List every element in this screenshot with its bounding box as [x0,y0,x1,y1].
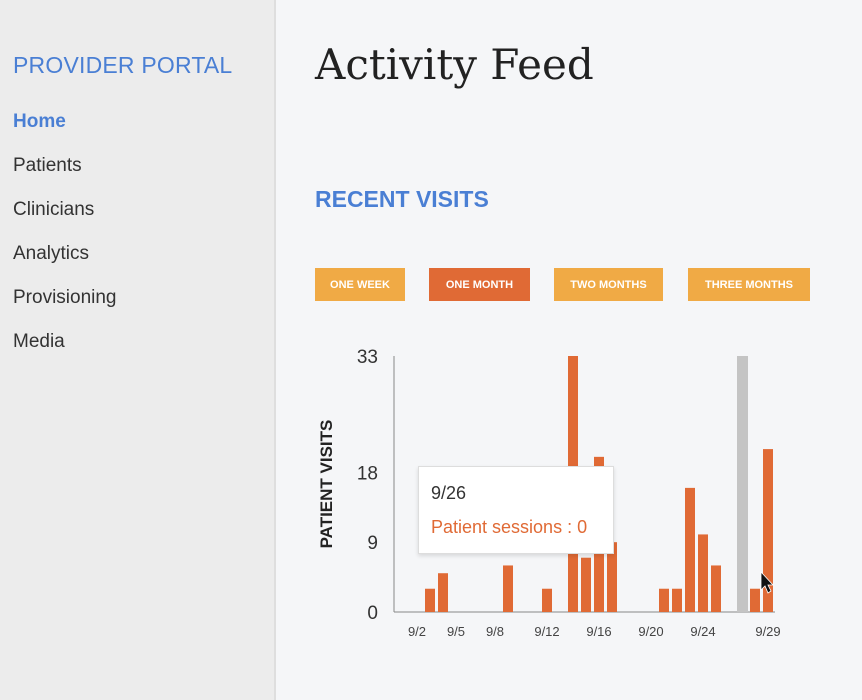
x-tick-label: 9/8 [486,624,504,639]
main-content: Activity Feed RECENT VISITS ONE WEEK ONE… [278,0,862,700]
sidebar: PROVIDER PORTAL Home Patients Clinicians… [0,0,276,700]
sidebar-item-media[interactable]: Media [13,331,65,352]
chart-bar[interactable] [607,542,617,612]
x-tick-label: 9/2 [408,624,426,639]
sidebar-item-home[interactable]: Home [13,111,66,132]
y-tick-label: 33 [357,347,378,368]
chart-bar[interactable] [425,588,435,612]
sidebar-nav: Home Patients Clinicians Analytics Provi… [13,108,117,372]
x-tick-label: 9/29 [755,624,780,639]
tooltip-value: Patient sessions : 0 [431,517,588,537]
range-one-week-button[interactable]: ONE WEEK [315,268,405,301]
chart-bar[interactable] [711,565,721,612]
range-three-months-button[interactable]: THREE MONTHS [688,268,810,301]
x-tick-label: 9/5 [447,624,465,639]
y-axis-label: PATIENT VISITS [317,420,336,549]
cursor-icon [760,570,774,594]
range-one-month-button[interactable]: ONE MONTH [429,268,530,301]
sidebar-item-analytics[interactable]: Analytics [13,243,90,264]
patient-visits-chart: 9/2 9/5 9/8 9/12 9/16 9/20 9/24 9/29 0 9 18 33 PAT… [317,347,781,639]
section-title: RECENT VISITS [315,186,489,212]
chart-tooltip: 9/26 Patient sessions : 0 [418,466,614,554]
sidebar-item-provisioning[interactable]: Provisioning [13,287,117,308]
y-tick-label: 0 [367,603,378,624]
sidebar-item-clinicians[interactable]: Clinicians [13,199,95,220]
x-tick-label: 9/16 [586,624,611,639]
chart-bar[interactable] [763,449,773,612]
y-tick-label: 18 [357,463,378,484]
range-two-months-button[interactable]: TWO MONTHS [554,268,663,301]
x-tick-label: 9/20 [638,624,663,639]
chart-bar[interactable] [503,565,513,612]
chart-bar[interactable] [542,588,552,612]
chart-bar[interactable] [750,588,760,612]
page-title: Activity Feed [315,40,594,89]
chart-bar[interactable] [672,588,682,612]
chart-bar[interactable] [438,573,448,612]
y-tick-label: 9 [367,533,378,554]
chart-bar[interactable] [659,588,669,612]
tooltip-date: 9/26 [431,483,467,503]
x-tick-label: 9/24 [690,624,715,639]
chart-bar[interactable] [685,487,695,612]
sidebar-item-patients[interactable]: Patients [13,155,82,176]
chart-bar[interactable] [581,557,591,612]
hover-highlight-bar[interactable] [737,356,748,612]
brand-title[interactable]: PROVIDER PORTAL [13,52,233,78]
x-tick-label: 9/12 [534,624,559,639]
chart-bar[interactable] [698,534,708,612]
